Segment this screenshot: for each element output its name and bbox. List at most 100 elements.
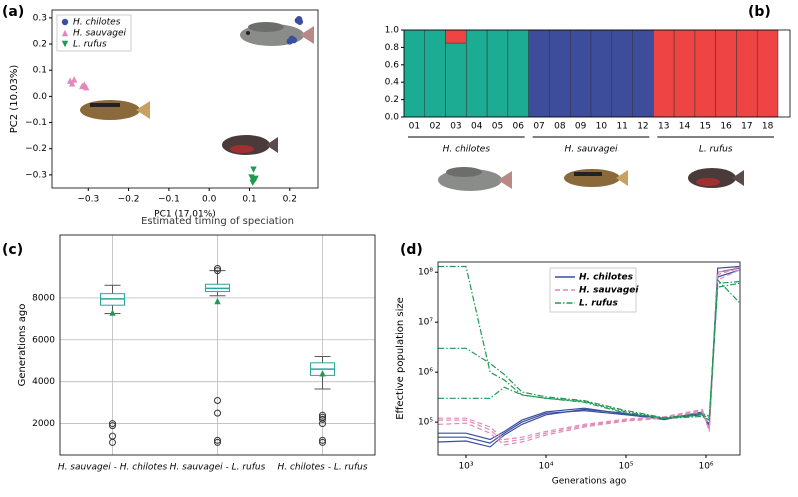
fish: [564, 169, 628, 187]
point: [83, 84, 90, 91]
y-axis-label: PC2 (10.03%): [9, 65, 20, 134]
y-tick-label: 1.0: [385, 26, 400, 36]
y-tick-label: 0.2: [385, 95, 399, 105]
bar-segment: [611, 29, 633, 118]
x-tick-label: H. sauvagei - L. rufus: [170, 463, 266, 473]
x-tick-label: 17: [741, 122, 752, 132]
x-tick-label: 0.0: [202, 195, 217, 205]
x-axis-label: PC1 (17.01%): [154, 210, 216, 220]
fish: [80, 100, 150, 120]
panel: (b) 0.0 0.2 0.4 0.6 0.8 1.0 01 02 03 04 05 06 07 08 09 1…: [385, 4, 791, 155]
outlier: [214, 436, 221, 444]
y-tick-label: 0.0: [385, 113, 400, 123]
y-tick-label: 10⁵: [418, 418, 433, 428]
fish-illustrations: [80, 22, 744, 191]
group-label: H. chilotes: [443, 145, 491, 155]
x-tick-label: 02: [429, 122, 440, 132]
x-tick-label: H. sauvagei - H. chilotes: [58, 463, 168, 473]
axes-frame: [51, 9, 319, 189]
group-label: L. rufus: [699, 145, 733, 155]
line: [438, 278, 740, 419]
outlier: [319, 436, 326, 444]
y-tick-label: 0.0: [33, 92, 48, 102]
bar-segment: [590, 29, 613, 118]
x-tick-label: 05: [492, 122, 503, 132]
x-tick-label: 12: [637, 122, 648, 132]
point: [250, 166, 257, 173]
y-tick-label: 0.6: [385, 60, 400, 70]
y-tick-label: 10⁸: [418, 268, 433, 278]
point: [250, 178, 257, 185]
outlier: [214, 267, 221, 275]
x-tick-label: −0.3: [77, 195, 99, 205]
x-tick-label: 10⁴: [538, 462, 553, 472]
outlier: [319, 415, 326, 423]
bar-segment: [715, 29, 737, 118]
point: [296, 18, 304, 25]
point: [290, 36, 298, 44]
axes-frame: [437, 261, 741, 456]
x-tick-label: 16: [720, 122, 732, 132]
fish: [438, 167, 512, 191]
fish: [240, 22, 314, 46]
y-tick-label: −0.2: [25, 144, 47, 154]
y-tick-label: 10⁷: [418, 318, 433, 328]
x-axis-label: Generations ago: [552, 477, 627, 487]
mean-marker: [109, 309, 116, 316]
x-tick-label: 10: [596, 122, 608, 132]
x-tick-label: 0.2: [283, 195, 297, 205]
y-tick-label: 0.4: [385, 78, 400, 88]
bar-segment: [445, 29, 467, 44]
panel: (c) 2000 4000 6000 8000 H. sauvagei - H. chil…: [2, 216, 376, 473]
bar-segment: [673, 29, 696, 118]
line: [438, 266, 740, 441]
x-tick-label: 11: [616, 122, 627, 132]
panel-label: (c): [2, 242, 23, 258]
chart-title: Estimated timing of speciation: [141, 216, 294, 227]
bar-segment: [736, 29, 758, 118]
outlier: [109, 422, 116, 430]
legend-marker: [61, 29, 69, 37]
x-tick-label: −0.2: [118, 195, 140, 205]
legend-label: L. rufus: [579, 299, 618, 309]
bar-segment: [445, 42, 467, 118]
bar-segment: [507, 29, 529, 118]
legend-box: [56, 14, 132, 52]
bar-segment: [694, 29, 716, 118]
fish: [688, 168, 744, 188]
x-tick-label: H. chilotes - L. rufus: [277, 463, 367, 473]
outlier: [109, 432, 116, 440]
panel: (a) −0.3 −0.2 −0.1 0.0 0.1 0.2 −0.3 −0.2 −0.1 0.0 0…: [2, 4, 319, 220]
line: [438, 267, 740, 443]
y-tick-label: 8000: [32, 293, 55, 303]
outlier: [319, 411, 326, 419]
panel: (d) 10³ 10⁴ 10⁵ 10⁶ 10⁵ 10⁶ 10⁷ 10⁸ H. chilotes H.…: [395, 242, 741, 487]
outlier: [319, 438, 326, 446]
x-tick-label: 04: [471, 122, 483, 132]
legend-marker: [61, 18, 69, 26]
y-tick-label: 4000: [32, 377, 55, 387]
panel-label: (b): [748, 4, 771, 20]
x-tick-label: −0.1: [158, 195, 180, 205]
group-label: H. sauvagei: [565, 145, 618, 155]
mean-marker: [214, 297, 221, 305]
y-tick-label: 0.8: [385, 43, 400, 53]
y-tick-label: −0.1: [25, 118, 47, 128]
x-tick-label: 18: [762, 122, 774, 132]
panel-label: (a): [2, 4, 24, 20]
legend-label: H. chilotes: [73, 18, 121, 28]
y-tick-label: 0.3: [33, 13, 47, 23]
bar-segment: [549, 29, 571, 118]
y-axis-label: Effective population size: [395, 297, 406, 420]
line: [438, 282, 740, 422]
x-tick-label: 07: [533, 122, 544, 132]
outlier: [214, 438, 221, 446]
legend-marker: [61, 40, 69, 48]
y-tick-label: 0.1: [33, 66, 47, 76]
mean-marker: [319, 370, 326, 377]
y-tick-label: 0.2: [33, 40, 47, 50]
point: [70, 76, 78, 83]
y-tick-label: 6000: [32, 335, 55, 345]
outlier: [109, 420, 116, 428]
